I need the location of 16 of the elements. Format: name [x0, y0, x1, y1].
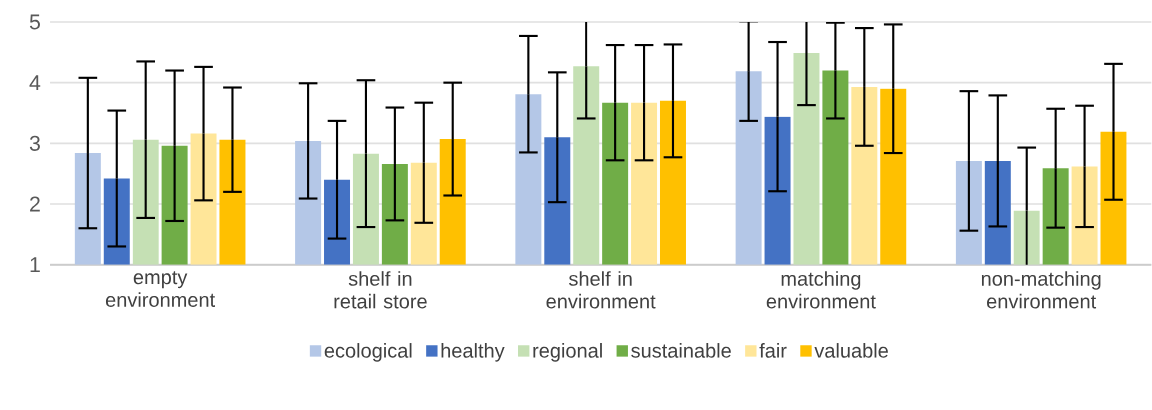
- y-tick-label: 3: [29, 135, 40, 151]
- y-tick-label: 5: [29, 14, 40, 30]
- legend-label: fair: [759, 343, 787, 358]
- y-tick-label: 1: [30, 257, 40, 272]
- y-tick-label: 2: [30, 196, 40, 212]
- legend-label: healthy: [441, 343, 505, 362]
- legend-label: valuable: [814, 343, 888, 358]
- x-tick-label: non-matching environment: [981, 271, 1101, 309]
- legend-label: ecological: [324, 343, 412, 362]
- legend-label: sustainable: [631, 343, 731, 358]
- legend-label: regional: [533, 343, 602, 362]
- x-tick-label: shelf in environment: [546, 271, 656, 309]
- x-tick-label: matching environment: [766, 271, 876, 309]
- x-tick-label: empty environment: [105, 271, 216, 307]
- y-tick-label: 4: [29, 75, 41, 90]
- x-tick-label: shelf in retail store: [334, 271, 427, 309]
